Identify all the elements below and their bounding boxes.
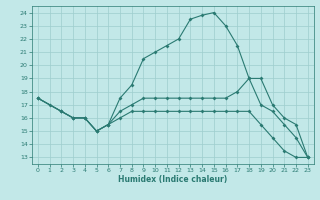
X-axis label: Humidex (Indice chaleur): Humidex (Indice chaleur) [118,175,228,184]
